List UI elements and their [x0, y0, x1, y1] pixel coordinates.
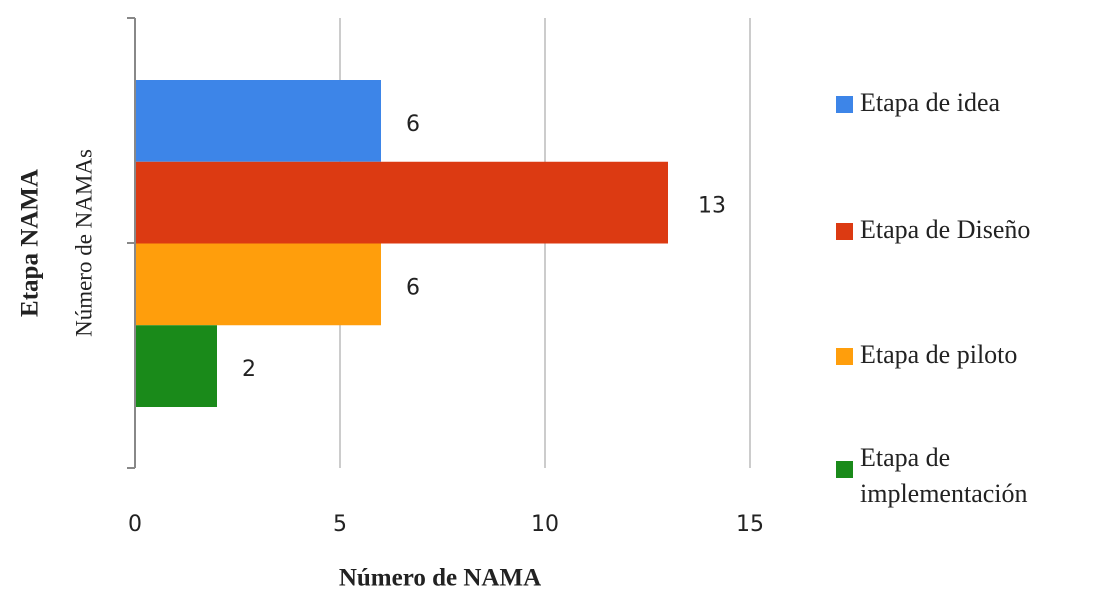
- legend-swatch: [836, 348, 853, 365]
- value-label: 2: [242, 357, 256, 382]
- legend-swatch: [836, 96, 853, 113]
- x-axis-title: Número de NAMA: [339, 565, 541, 592]
- y-axis-title: Etapa NAMA: [17, 169, 44, 317]
- bar: [135, 325, 217, 407]
- legend: Etapa de idea Etapa de Diseño Etapa de pil…: [836, 88, 1030, 508]
- x-tick-label: 10: [531, 512, 559, 537]
- value-label: 6: [406, 112, 420, 137]
- bars: 6 13 6 2: [135, 80, 726, 407]
- x-tick-label: 5: [333, 512, 347, 537]
- legend-label: Etapa de implementación: [860, 443, 1028, 508]
- legend-swatch: [836, 461, 853, 478]
- value-label: 13: [698, 194, 726, 219]
- legend-label: Etapa de idea: [860, 88, 1000, 117]
- x-tick-label: 15: [736, 512, 764, 537]
- legend-label: Etapa de piloto: [860, 340, 1017, 369]
- legend-label: Etapa de Diseño: [860, 215, 1030, 244]
- y-axis-subtitle: Número de NAMAs: [71, 149, 96, 337]
- bar: [135, 161, 668, 244]
- value-label: 6: [406, 275, 420, 300]
- legend-swatch: [836, 223, 853, 240]
- x-tick-label: 0: [128, 512, 142, 537]
- bar: [135, 80, 381, 162]
- bar: [135, 243, 381, 326]
